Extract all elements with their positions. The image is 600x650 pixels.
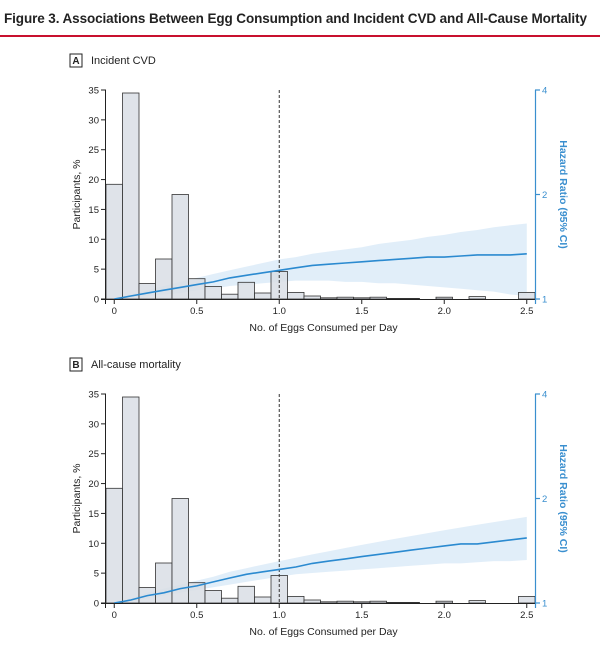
bar (171, 194, 189, 300)
bar (320, 601, 338, 604)
bar (518, 595, 536, 604)
bar (155, 258, 173, 300)
y-tick-label: 30 (88, 115, 99, 126)
x-tick-label: 2.0 (438, 610, 451, 621)
y-tick-label: 20 (88, 175, 99, 186)
y2-tick-label: 1 (542, 599, 547, 610)
bar (468, 296, 486, 300)
bar (237, 585, 255, 604)
bar (204, 590, 222, 604)
bar (122, 396, 140, 604)
bar (386, 601, 404, 604)
y-axis-label: Participants, % (71, 159, 83, 229)
bar (336, 600, 354, 604)
y-tick-label: 25 (88, 449, 99, 460)
panel-letter: B (72, 360, 79, 371)
bar (518, 291, 536, 300)
y-axis-label: Participants, % (71, 463, 83, 533)
bar (386, 297, 404, 300)
y-tick-label: 5 (94, 265, 99, 276)
x-axis-label: No. of Eggs Consumed per Day (249, 626, 398, 638)
bar (105, 487, 123, 604)
panel-title: All-cause mortality (91, 359, 181, 371)
x-tick-label: 0 (112, 306, 117, 317)
y2-axis-label: Hazard Ratio (95% CI) (557, 444, 569, 553)
y-tick-label: 10 (88, 235, 99, 246)
chart-panel-b: B All-cause mortality05101520253035Partic… (69, 357, 569, 638)
x-tick-label: 1.0 (273, 306, 286, 317)
bar (435, 600, 453, 604)
bar (254, 596, 272, 604)
y-tick-label: 30 (88, 419, 99, 430)
y-tick-label: 25 (88, 145, 99, 156)
panel-letter-box (69, 357, 83, 372)
bar (122, 92, 140, 300)
y-tick-label: 5 (94, 569, 99, 580)
bar (369, 296, 387, 300)
x-tick-label: 0.5 (190, 306, 203, 317)
hr-line (114, 253, 527, 300)
x-tick-label: 1.5 (355, 610, 368, 621)
bar (336, 296, 354, 300)
bar (303, 599, 321, 604)
bar (287, 291, 305, 300)
bar (221, 293, 239, 300)
y2-axis-label: Hazard Ratio (95% CI) (557, 140, 569, 249)
chart-panel-a: A Incident CVD05101520253035Participants,… (69, 53, 569, 334)
x-axis-label: No. of Eggs Consumed per Day (249, 322, 398, 334)
y-tick-label: 0 (94, 599, 99, 610)
y-tick-label: 35 (88, 390, 99, 401)
x-tick-label: 1.0 (273, 610, 286, 621)
y-tick-label: 10 (88, 539, 99, 550)
bar (320, 297, 338, 300)
bar (221, 597, 239, 604)
bar (353, 297, 371, 300)
panel-letter-box (69, 53, 83, 68)
title-rule (0, 35, 600, 37)
bar (303, 295, 321, 300)
y2-tick-label: 1 (542, 295, 547, 306)
y2-tick-label: 4 (542, 390, 547, 401)
x-tick-label: 1.5 (355, 306, 368, 317)
bar (254, 292, 272, 300)
bar (138, 283, 156, 300)
x-tick-label: 2.5 (520, 610, 533, 621)
bar (188, 278, 206, 300)
bar (353, 601, 371, 604)
bar (237, 281, 255, 300)
x-tick-label: 0 (112, 610, 117, 621)
y2-tick-label: 2 (542, 494, 547, 505)
x-tick-label: 2.0 (438, 306, 451, 317)
bar (287, 595, 305, 604)
y-tick-label: 15 (88, 509, 99, 520)
bar (369, 600, 387, 604)
x-tick-label: 0.5 (190, 610, 203, 621)
bar (402, 297, 420, 300)
y2-tick-label: 4 (542, 86, 547, 97)
bar (105, 183, 123, 300)
y-tick-label: 20 (88, 479, 99, 490)
y-tick-label: 0 (94, 295, 99, 306)
y2-tick-label: 2 (542, 190, 547, 201)
bar (435, 296, 453, 300)
panel-letter: A (72, 56, 79, 67)
panel-title: Incident CVD (91, 55, 156, 67)
hr-line (114, 537, 527, 604)
x-tick-label: 2.5 (520, 306, 533, 317)
bar (204, 286, 222, 300)
bar (402, 601, 420, 604)
bar (155, 562, 173, 604)
bar (468, 600, 486, 604)
figure-title: Figure 3. Associations Between Egg Consu… (4, 11, 587, 26)
y-tick-label: 15 (88, 205, 99, 216)
y-tick-label: 35 (88, 86, 99, 97)
